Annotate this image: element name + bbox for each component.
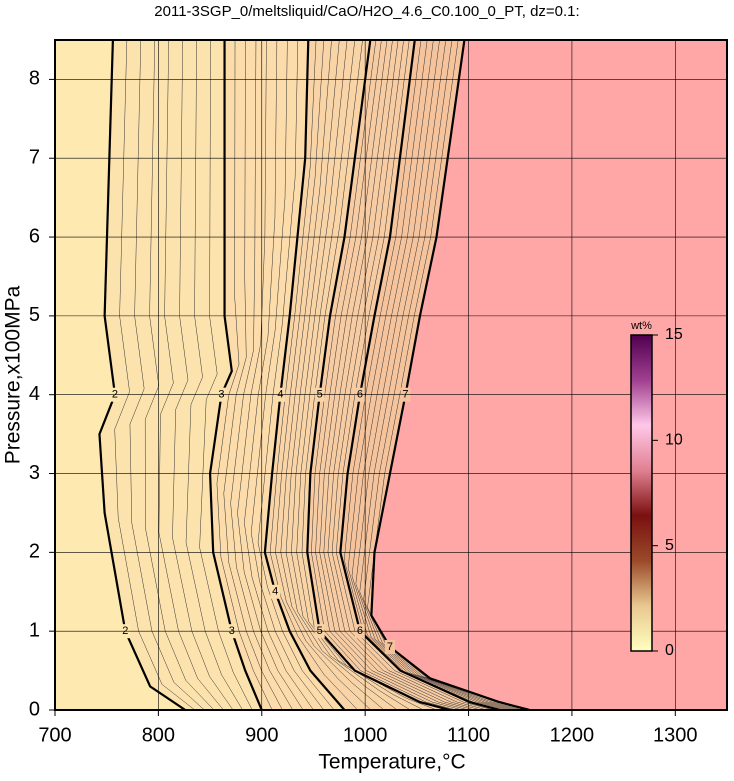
minor-contour bbox=[347, 40, 508, 710]
minor-contour bbox=[237, 40, 304, 710]
minor-contour bbox=[355, 40, 515, 710]
colorbar-tick-label: 5 bbox=[665, 537, 674, 554]
y-tick-label: 3 bbox=[29, 462, 40, 484]
contour-label: 7 bbox=[387, 641, 393, 653]
x-tick-label: 1100 bbox=[447, 724, 490, 746]
contour-label-bg bbox=[384, 639, 395, 654]
contour-fill bbox=[55, 40, 186, 710]
minor-contour bbox=[216, 40, 273, 710]
y-tick-label: 1 bbox=[29, 619, 40, 641]
minor-contour bbox=[331, 40, 488, 710]
y-axis-label: Pressure,x100MPa bbox=[2, 285, 25, 464]
x-tick-label: 1000 bbox=[343, 724, 388, 746]
minor-contour bbox=[351, 40, 511, 710]
plot-frame bbox=[54, 39, 728, 711]
minor-contour bbox=[285, 40, 398, 710]
minor-contour bbox=[250, 40, 324, 710]
colorbar-label: wt% bbox=[630, 320, 652, 332]
contour-label: 4 bbox=[272, 586, 278, 598]
minor-contour bbox=[223, 40, 283, 710]
x-tick-label: 1300 bbox=[653, 724, 698, 746]
x-tick-label: 800 bbox=[142, 724, 175, 746]
x-tick-label: 1200 bbox=[550, 724, 595, 746]
minor-contour bbox=[244, 40, 314, 710]
minor-contour bbox=[343, 40, 504, 710]
minor-contour bbox=[257, 40, 335, 710]
minor-contour bbox=[296, 40, 424, 710]
x-tick-label: 700 bbox=[38, 724, 71, 746]
minor-contour bbox=[280, 40, 385, 710]
minor-contour bbox=[275, 40, 372, 710]
x-tick-label: 900 bbox=[245, 724, 278, 746]
minor-contour bbox=[319, 40, 469, 710]
minor-contour bbox=[311, 40, 457, 710]
y-tick-label: 5 bbox=[29, 304, 40, 326]
minor-contour bbox=[359, 40, 519, 710]
y-tick-label: 4 bbox=[29, 383, 40, 405]
minor-contour bbox=[363, 40, 523, 710]
colorbar bbox=[630, 334, 653, 652]
x-axis-label: Temperature,°C bbox=[318, 751, 465, 774]
minor-contour bbox=[315, 40, 463, 710]
minor-contour bbox=[323, 40, 475, 710]
minor-contour bbox=[291, 40, 411, 710]
chart-title: 2011-3SGP_0/meltsliquid/CaO/H2O_4.6_C0.1… bbox=[154, 3, 579, 20]
y-tick-label: 0 bbox=[29, 698, 40, 720]
y-tick-label: 6 bbox=[29, 225, 40, 247]
contour-label-bg bbox=[270, 584, 281, 599]
minor-contour bbox=[335, 40, 494, 710]
y-tick-label: 7 bbox=[29, 147, 40, 169]
contour-line bbox=[339, 40, 500, 710]
colorbar-tick-label: 10 bbox=[665, 432, 683, 449]
y-tick-label: 2 bbox=[29, 541, 40, 563]
minor-contour bbox=[269, 40, 358, 710]
contour-line bbox=[306, 40, 451, 710]
colorbar-tick-label: 15 bbox=[665, 326, 683, 343]
y-tick-label: 8 bbox=[29, 68, 40, 90]
colorbar-tick-label: 0 bbox=[665, 642, 674, 659]
minor-contour bbox=[230, 40, 294, 710]
